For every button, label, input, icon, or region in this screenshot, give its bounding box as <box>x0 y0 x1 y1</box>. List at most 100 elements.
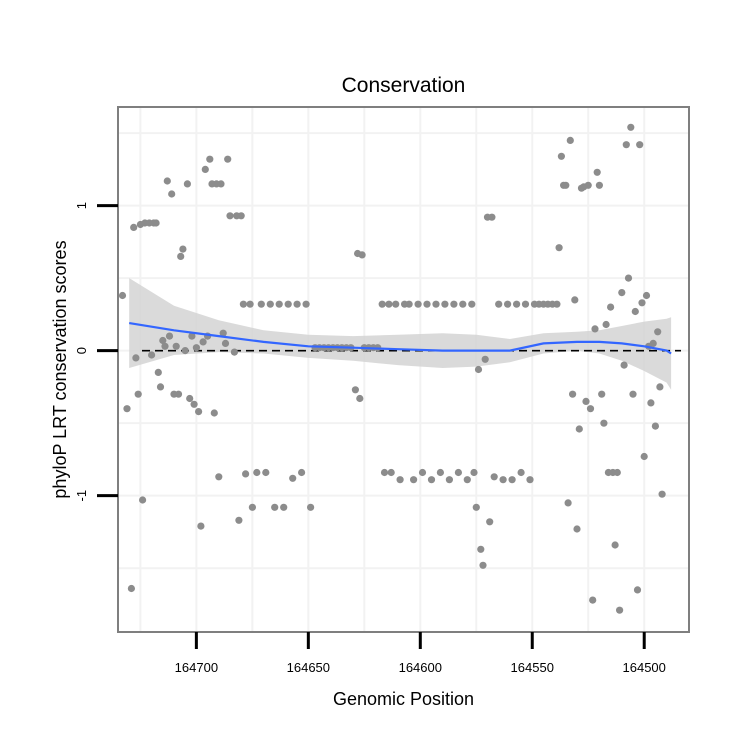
data-point <box>481 355 489 363</box>
data-point <box>190 400 198 408</box>
data-point <box>405 300 413 308</box>
data-point <box>495 300 503 308</box>
data-point <box>490 473 498 481</box>
data-point <box>154 368 162 376</box>
data-point <box>358 251 366 259</box>
data-point <box>188 332 196 340</box>
data-point <box>280 503 288 511</box>
data-point <box>569 390 577 398</box>
data-point <box>591 325 599 333</box>
data-point <box>618 289 626 297</box>
data-point <box>410 476 418 484</box>
data-point <box>201 165 209 173</box>
chart-title: Conservation <box>342 74 466 97</box>
data-point <box>165 332 174 340</box>
x-tick-label: 164500 <box>623 660 666 675</box>
data-point <box>226 212 234 220</box>
panel-border <box>117 106 690 633</box>
data-point <box>224 155 232 163</box>
data-point <box>215 473 223 481</box>
data-point <box>152 219 160 227</box>
data-point <box>414 300 422 308</box>
data-point <box>181 347 189 355</box>
x-tick-label: 164650 <box>287 660 330 675</box>
data-point <box>656 383 664 391</box>
data-point <box>235 516 243 524</box>
data-point <box>479 561 487 569</box>
data-point <box>385 300 393 308</box>
data-point <box>636 141 644 149</box>
data-point <box>459 300 467 308</box>
smooth-line-layer <box>129 322 672 355</box>
data-point <box>418 468 427 477</box>
data-point <box>622 141 630 149</box>
data-point <box>284 300 292 308</box>
data-point <box>221 339 230 347</box>
data-point <box>620 361 628 369</box>
data-point <box>658 490 666 498</box>
data-point <box>517 468 525 477</box>
data-point <box>423 300 431 308</box>
data-point <box>642 291 651 300</box>
data-point <box>253 468 261 477</box>
smooth-line <box>129 322 672 355</box>
data-point <box>513 300 521 308</box>
data-point <box>248 503 256 511</box>
data-point <box>302 300 310 308</box>
data-point <box>436 468 444 477</box>
data-point <box>266 300 274 308</box>
data-point <box>118 291 127 300</box>
data-point <box>380 468 389 477</box>
data-point <box>432 300 440 308</box>
data-point <box>441 300 449 308</box>
data-point <box>557 152 566 160</box>
data-point <box>123 405 131 413</box>
y-tick-label: -1 <box>74 490 89 502</box>
data-point <box>607 303 615 311</box>
data-point <box>219 329 227 337</box>
data-point <box>593 168 601 176</box>
data-point <box>555 244 563 252</box>
data-point <box>298 468 306 477</box>
data-point <box>271 503 279 511</box>
data-point <box>195 408 203 416</box>
data-point <box>134 390 142 398</box>
data-point <box>582 397 590 405</box>
data-point <box>616 606 624 614</box>
data-point <box>624 274 633 282</box>
data-point <box>174 390 183 398</box>
data-point <box>499 476 507 484</box>
data-point <box>242 470 250 478</box>
data-point <box>378 300 386 308</box>
data-point <box>633 586 642 594</box>
data-point <box>508 476 516 484</box>
data-point <box>488 213 496 221</box>
data-point <box>600 419 608 427</box>
data-point <box>611 541 619 549</box>
data-point <box>159 336 167 345</box>
data-point <box>237 212 245 220</box>
data-point <box>575 425 583 433</box>
data-point <box>613 468 621 477</box>
data-point <box>396 476 404 484</box>
data-point <box>148 351 156 359</box>
data-point <box>356 394 364 403</box>
x-tick-label: 164600 <box>399 660 442 675</box>
data-point <box>472 503 480 511</box>
data-point <box>504 300 512 308</box>
data-point <box>454 468 462 477</box>
data-point <box>521 300 530 308</box>
data-point <box>177 252 185 260</box>
x-tick-label: 164550 <box>511 660 554 675</box>
data-point <box>127 584 135 593</box>
data-point <box>392 300 400 308</box>
data-point <box>598 390 606 398</box>
y-tick-label: 1 <box>74 202 89 209</box>
data-point <box>161 342 169 350</box>
data-point <box>571 296 579 304</box>
data-point <box>351 386 359 394</box>
data-point <box>627 123 635 131</box>
data-point <box>275 300 283 308</box>
data-point <box>477 545 485 553</box>
data-point <box>463 476 471 484</box>
